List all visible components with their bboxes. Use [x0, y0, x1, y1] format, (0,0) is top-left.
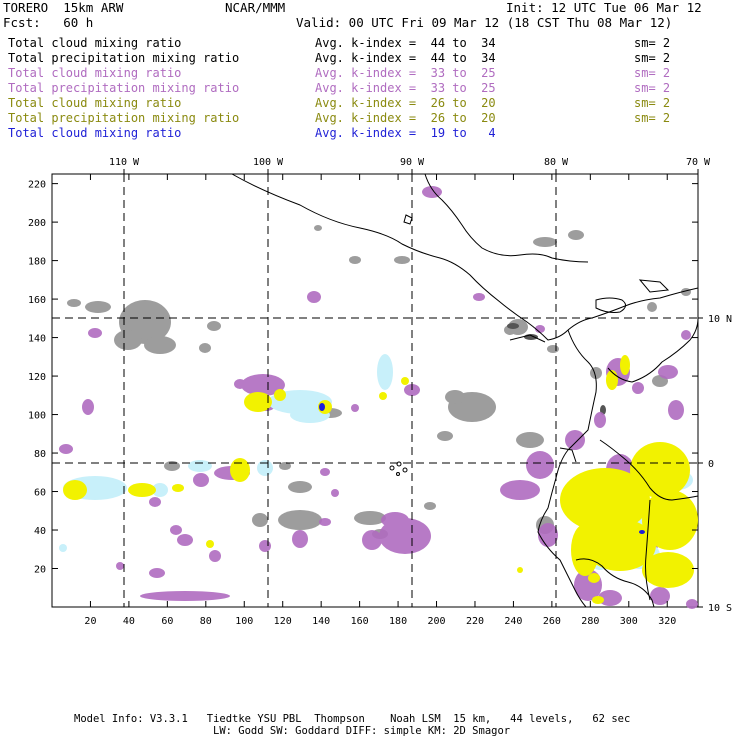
y-tick-label: 180: [28, 257, 46, 268]
x-tick-label: 20: [84, 616, 96, 627]
legend-kindex: Avg. k-index = 19 to 4: [315, 126, 496, 140]
x-tick-label: 260: [543, 616, 561, 627]
longitude-label: 110 W: [109, 157, 140, 168]
blue-cloud-layer: [319, 403, 645, 534]
legend-sm: sm= 2: [634, 96, 671, 110]
y-tick-label: 120: [28, 372, 46, 383]
x-tick-label: 40: [123, 616, 135, 627]
y-tick-label: 80: [34, 449, 46, 460]
longitude-label: 90 W: [400, 157, 425, 168]
init-time: Init: 12 UTC Tue 06 Mar 12: [506, 0, 702, 15]
x-tick-label: 140: [312, 616, 330, 627]
x-tick-label: 160: [351, 616, 369, 627]
longitude-labels: 110 W 100 W 90 W 80 W 70 W: [109, 157, 711, 168]
x-tick-label: 320: [658, 616, 676, 627]
legend-field: Total precipitation mixing ratio: [8, 81, 240, 95]
x-tick-label: 180: [389, 616, 407, 627]
x-tick-label: 80: [200, 616, 212, 627]
x-tick-label: 200: [427, 616, 445, 627]
legend-sm: sm= 2: [634, 66, 671, 80]
legend-field: Total cloud mixing ratio: [8, 126, 182, 140]
legend-field: Total precipitation mixing ratio: [8, 111, 240, 125]
galapagos-islands: [389, 461, 408, 476]
yellow-cloud-layer: [63, 355, 698, 604]
graticule: [52, 174, 698, 607]
legend-field: Total cloud mixing ratio: [8, 66, 182, 80]
legend-field: Total precipitation mixing ratio: [8, 51, 240, 65]
legend-field: Total cloud mixing ratio: [8, 96, 182, 110]
x-tick-label: 300: [620, 616, 638, 627]
coastlines: [231, 173, 699, 608]
legend-field: Total cloud mixing ratio: [8, 36, 182, 50]
y-tick-label: 40: [34, 526, 46, 537]
legend-sm: sm= 2: [634, 111, 671, 125]
x-tick-label: 120: [274, 616, 292, 627]
org-label: NCAR/MMM: [225, 0, 286, 15]
x-tick-labels: 20 40 60 80 100 120 140 160 180 200 220 240 260 280 30…: [84, 616, 676, 627]
legend-sm: sm= 2: [634, 36, 671, 50]
latitude-label: 10 S: [708, 603, 732, 614]
latitude-labels: 10 N 0 10 S: [708, 314, 732, 614]
longitude-label: 100 W: [253, 157, 284, 168]
legend-kindex: Avg. k-index = 33 to 25: [315, 66, 496, 80]
legend-kindex: Avg. k-index = 44 to 34: [315, 36, 496, 50]
valid-time: Valid: 00 UTC Fri 09 Mar 12 (18 CST Thu …: [296, 15, 673, 30]
y-tick-label: 200: [28, 218, 46, 229]
y-tick-label: 20: [34, 565, 46, 576]
x-tick-label: 60: [161, 616, 173, 627]
x-tick-label: 280: [581, 616, 599, 627]
model-info: Model Info: V3.3.1 Tiedtke YSU PBL Thomp…: [74, 713, 631, 725]
y-tick-label: 220: [28, 180, 46, 191]
forecast-hour: Fcst: 60 h: [3, 15, 94, 30]
longitude-label: 80 W: [544, 157, 569, 168]
y-tick-label: 160: [28, 295, 46, 306]
axis-ticks: [52, 169, 703, 608]
x-tick-label: 100: [235, 616, 253, 627]
latitude-label: 10 N: [708, 314, 732, 325]
model-title: TORERO 15km ARW: [3, 0, 124, 15]
y-tick-label: 140: [28, 334, 46, 345]
y-tick-labels: 20 40 60 80 100 120 140 160 180 200 220: [28, 180, 46, 576]
y-tick-label: 100: [28, 411, 46, 422]
legend-kindex: Avg. k-index = 26 to 20: [315, 111, 496, 125]
legend-kindex: Avg. k-index = 26 to 20: [315, 96, 496, 110]
legend-sm: sm= 2: [634, 81, 671, 95]
legend-kindex: Avg. k-index = 33 to 25: [315, 81, 496, 95]
legend-kindex: Avg. k-index = 44 to 34: [315, 51, 496, 65]
x-tick-label: 240: [504, 616, 522, 627]
x-tick-label: 220: [466, 616, 484, 627]
physics-info: LW: Godd SW: Goddard DIFF: simple KM: 2D…: [213, 725, 511, 737]
longitude-label: 70 W: [686, 157, 711, 168]
legend-sm: sm= 2: [634, 51, 671, 65]
y-tick-label: 60: [34, 488, 46, 499]
latitude-label: 0: [708, 459, 714, 470]
